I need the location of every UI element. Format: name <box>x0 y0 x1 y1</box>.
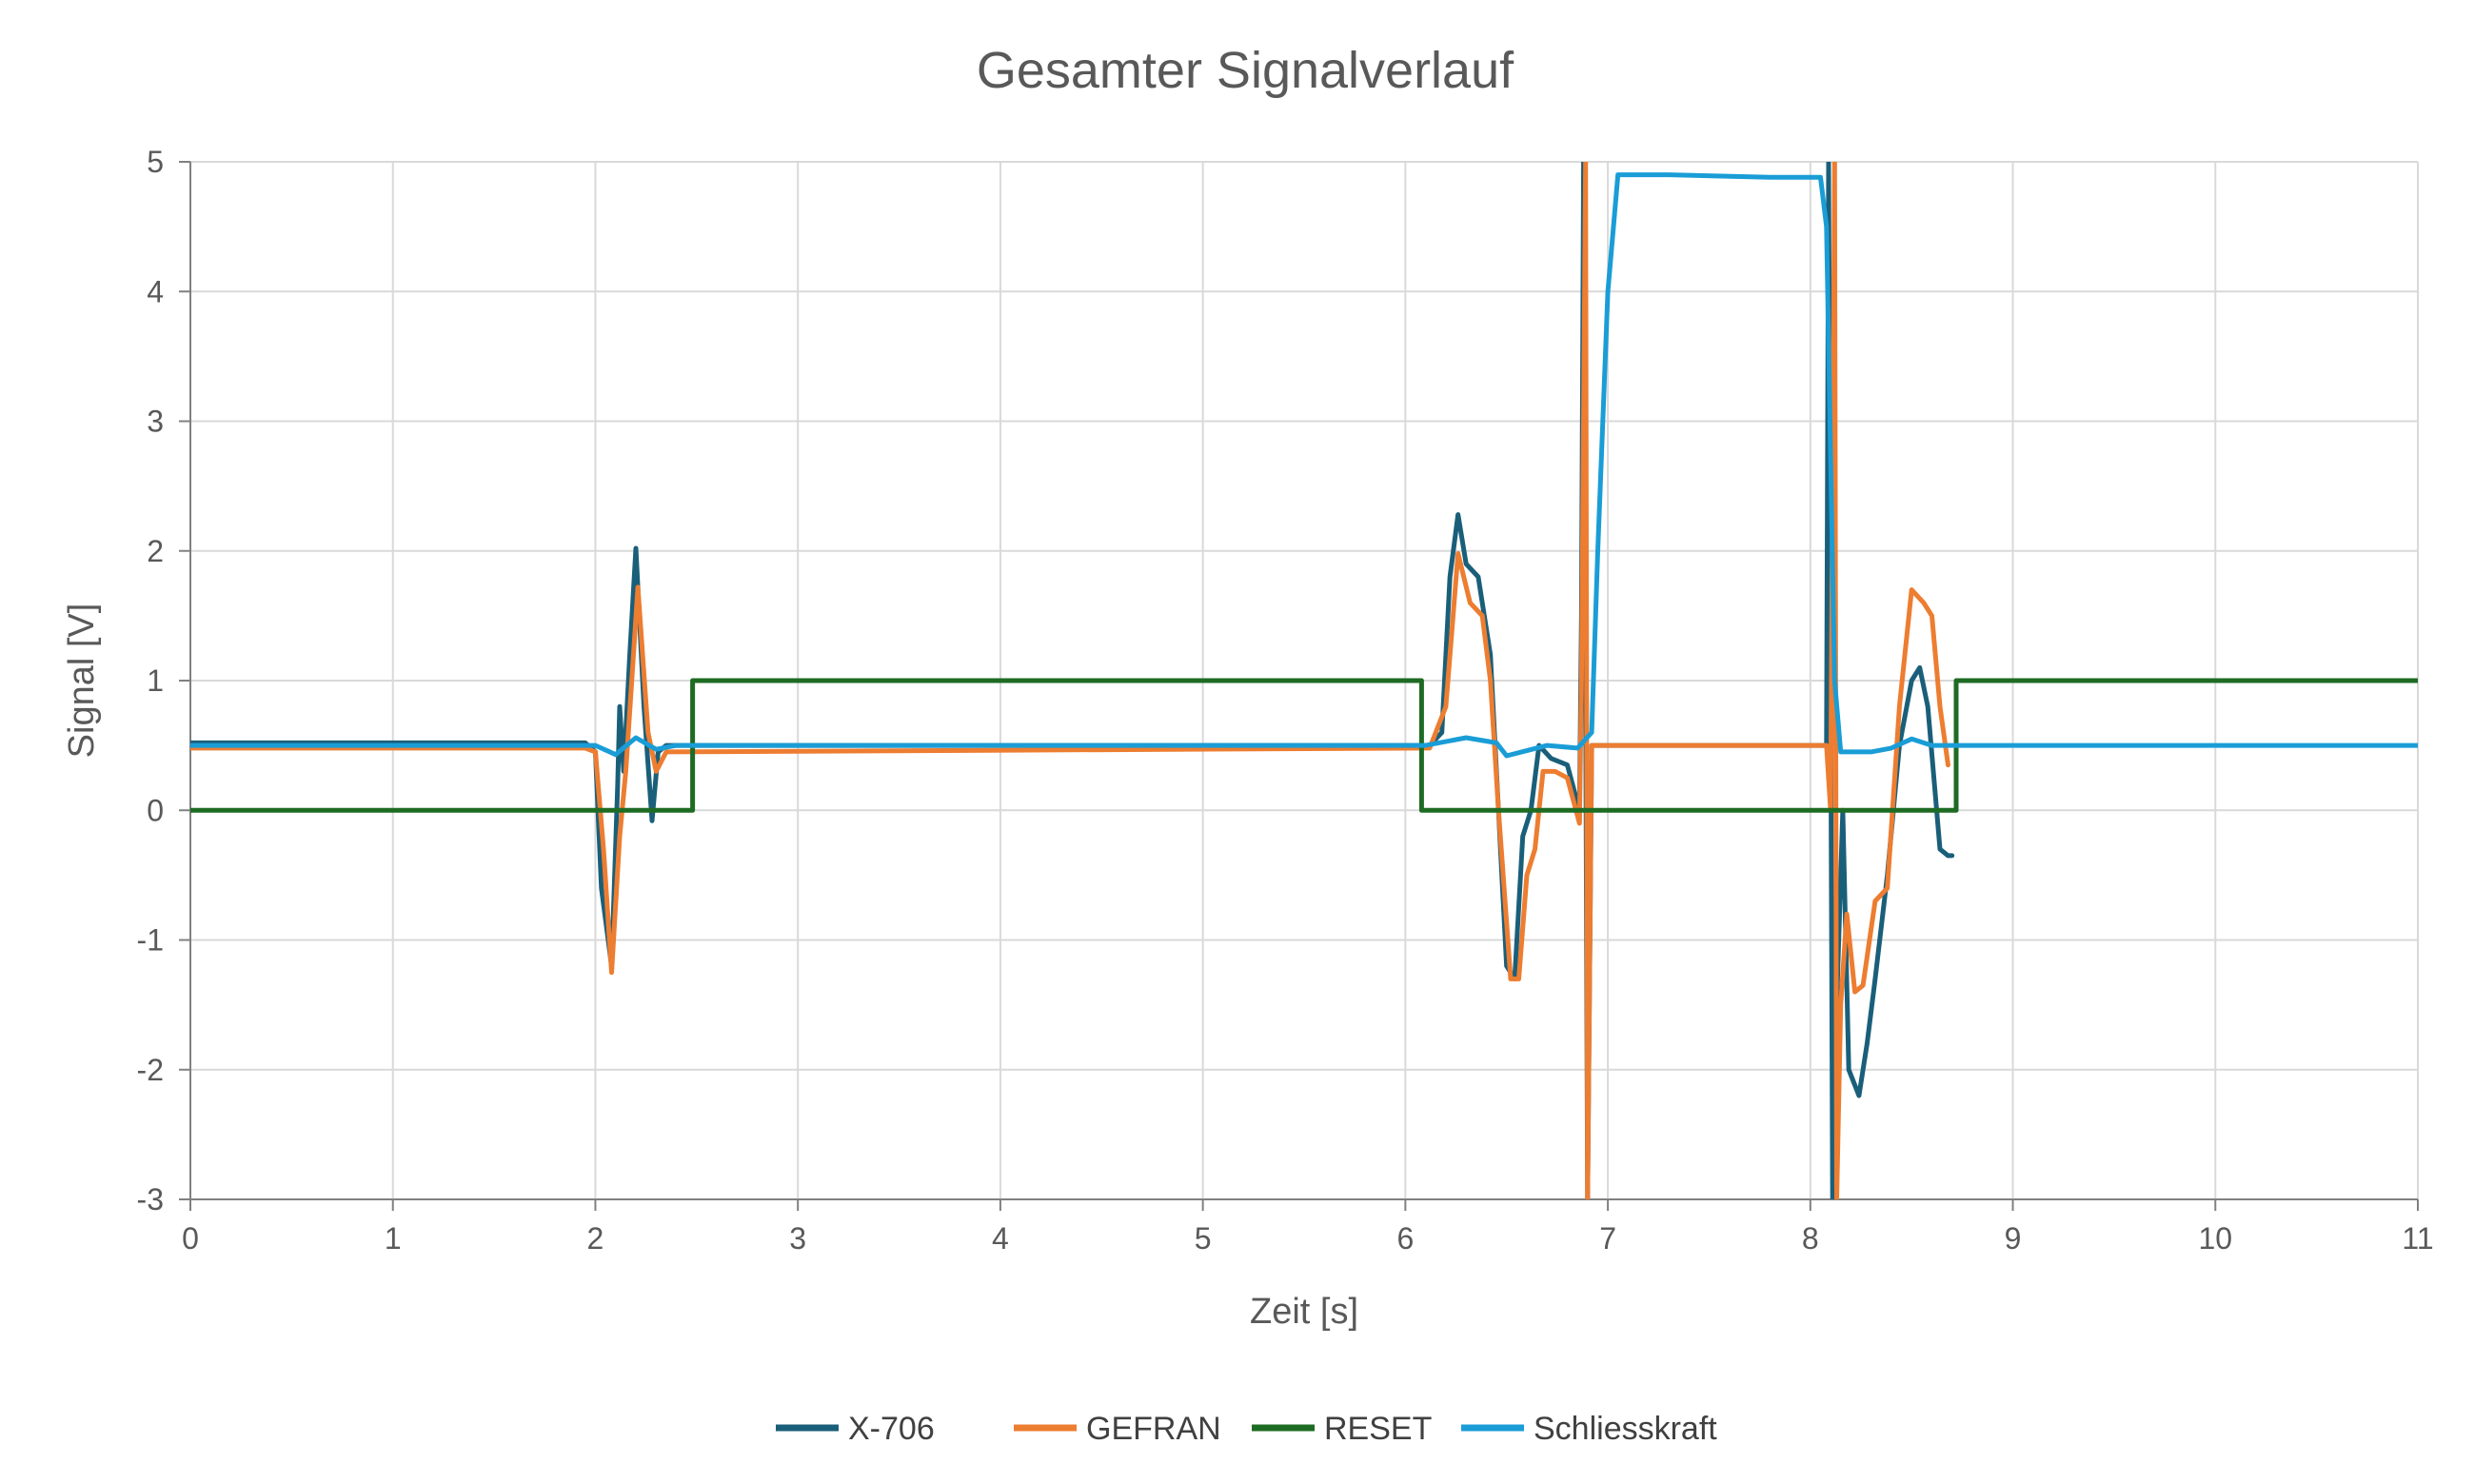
y-tick-label: -3 <box>137 1182 164 1217</box>
series-line-gefran <box>190 162 1950 1199</box>
x-tick-label: 11 <box>2402 1221 2433 1256</box>
y-tick-label: 4 <box>147 274 164 308</box>
x-tick-label: 6 <box>1396 1221 1414 1256</box>
x-axis-ticks: 0 1 2 3 4 5 6 7 8 9 10 11 <box>182 1199 2434 1256</box>
y-tick-label: 5 <box>147 145 164 179</box>
x-tick-label: 8 <box>1802 1221 1819 1256</box>
legend-item: X-706 <box>776 1411 935 1447</box>
series-line-schliesskraft <box>190 172 2418 759</box>
legend-label: RESET <box>1324 1411 1432 1447</box>
x-tick-label: 7 <box>1599 1221 1616 1256</box>
legend-item: GEFRAN <box>1014 1411 1221 1447</box>
legend-item: RESET <box>1252 1411 1432 1447</box>
x-tick-label: 9 <box>2005 1221 2022 1256</box>
x-tick-label: 10 <box>2198 1221 2232 1256</box>
y-tick-label: -2 <box>137 1053 164 1087</box>
legend-item: Schliesskraft <box>1461 1411 1717 1447</box>
y-tick-label: 3 <box>147 405 164 439</box>
x-tick-label: 4 <box>992 1221 1009 1256</box>
y-tick-label: 2 <box>147 534 164 568</box>
legend-label: X-706 <box>848 1411 935 1447</box>
x-tick-label: 0 <box>182 1221 199 1256</box>
x-tick-label: 2 <box>587 1221 604 1256</box>
legend-label: Schliesskraft <box>1534 1411 1717 1447</box>
chart-title: Gesamter Signalverlauf <box>977 42 1514 99</box>
x-axis-title: Zeit [s] <box>1250 1292 1358 1332</box>
y-axis-title: Signal [V] <box>62 603 102 759</box>
y-tick-label: -1 <box>137 923 164 958</box>
legend-label: GEFRAN <box>1086 1411 1221 1447</box>
x-tick-label: 1 <box>385 1221 402 1256</box>
x-tick-label: 5 <box>1195 1221 1212 1256</box>
plot-area <box>190 162 2418 1199</box>
y-tick-label: 1 <box>147 663 164 698</box>
y-axis-ticks: 5 4 3 2 1 0 -1 -2 -3 <box>137 145 190 1217</box>
x-tick-label: 3 <box>789 1221 806 1256</box>
y-tick-label: 0 <box>147 793 164 827</box>
legend: X-706 GEFRAN RESET Schliesskraft <box>776 1411 1717 1447</box>
